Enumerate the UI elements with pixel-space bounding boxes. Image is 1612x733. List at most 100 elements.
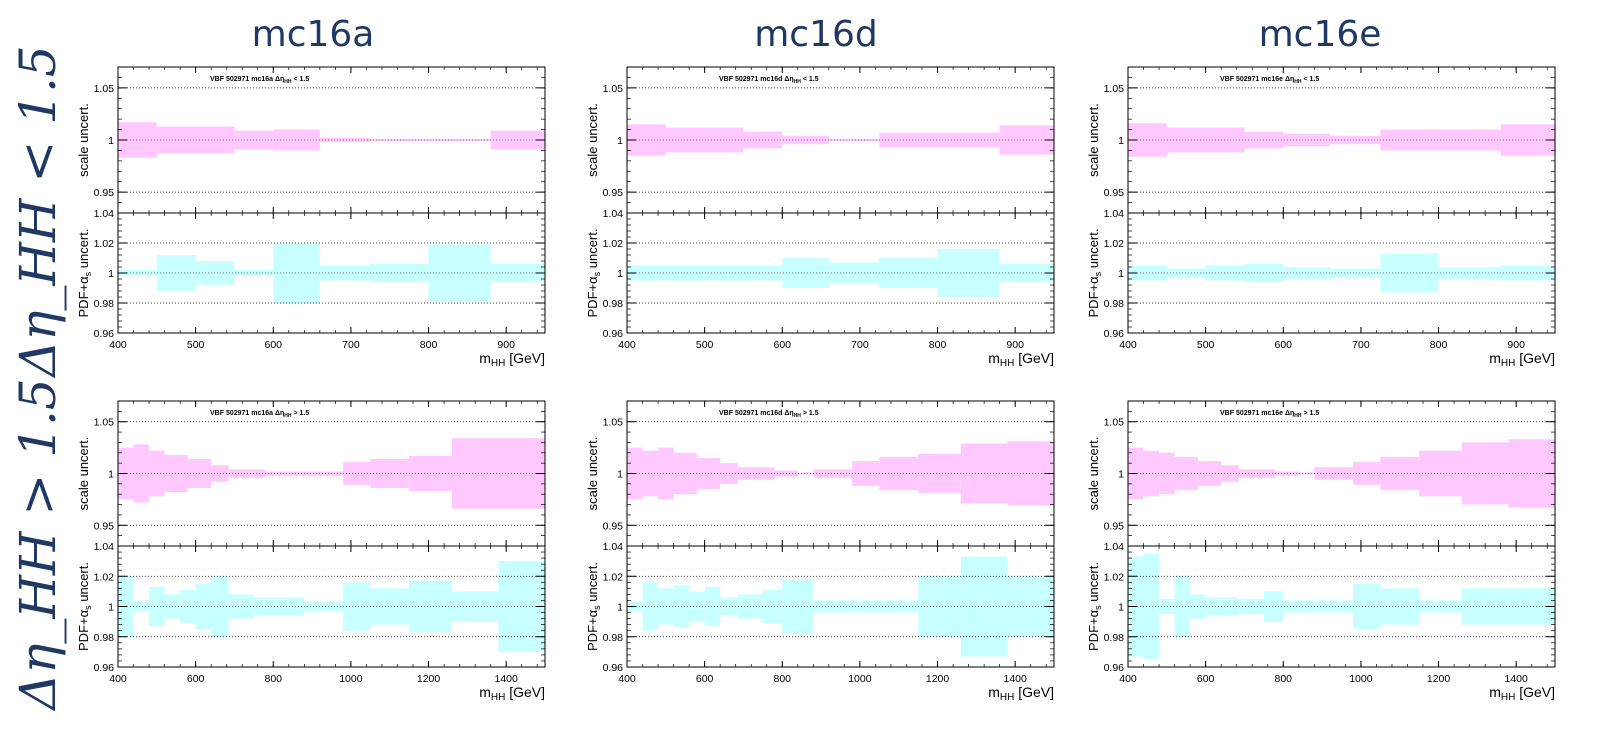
scale-y-axis-label: scale uncert. (1086, 437, 1101, 511)
y-tick-label: 1.04 (94, 541, 115, 553)
pdf-band-bin (1128, 265, 1167, 281)
x-tick-label: 1200 (417, 673, 441, 685)
pdf-band-bin (665, 265, 705, 281)
y-tick-label: 0.98 (603, 298, 624, 310)
y-tick-label: 1 (108, 469, 114, 481)
pdf-band-bin (428, 244, 491, 302)
scale-band-bin (149, 450, 165, 497)
x-tick-label: 500 (187, 339, 205, 351)
pdf-band-bin (782, 579, 814, 634)
pdf-band-bin (1438, 267, 1501, 279)
x-tick-label: 700 (1352, 339, 1370, 351)
scale-band-bin (343, 462, 371, 485)
scale-band-bin (156, 126, 235, 154)
sample-label: VBF 502971 mc16d ΔηHH < 1.5 (719, 76, 819, 85)
pdf-band-bin (762, 589, 783, 624)
scale-y-axis-label: scale uncert. (1086, 103, 1101, 177)
y-tick-label: 1.02 (1104, 238, 1125, 250)
y-tick-label: 0.95 (94, 187, 115, 199)
scale-band-bin (852, 461, 880, 486)
x-tick-label: 600 (774, 339, 792, 351)
pdf-band-bin (370, 264, 429, 282)
scale-band-bin (1159, 452, 1175, 495)
x-tick-label: 700 (851, 339, 869, 351)
sample-label: VBF 502971 mc16a ΔηHH < 1.5 (210, 76, 309, 85)
x-tick-label: 700 (342, 339, 360, 351)
pdf-band-bin (195, 583, 212, 630)
y-tick-label: 0.96 (1104, 662, 1125, 674)
x-tick-label: 600 (1197, 673, 1215, 685)
x-tick-label: 400 (1119, 339, 1137, 351)
pdf-band-bin (1263, 591, 1284, 622)
sample-label: VBF 502971 mc16a ΔηHH > 1.5 (210, 410, 309, 419)
sample-label: VBF 502971 mc16e ΔηHH > 1.5 (1220, 410, 1319, 419)
scale-band-bin (813, 469, 853, 478)
scale-band-bin (273, 129, 320, 151)
column-title-mc16a: mc16a (251, 14, 375, 55)
pdf-band-bin (1166, 268, 1206, 278)
y-tick-label: 1 (108, 135, 114, 147)
pdf-band-bin (1159, 598, 1175, 615)
pdf-band-bin (1283, 267, 1330, 279)
x-tick-label: 800 (1275, 673, 1293, 685)
scale-band-bin (658, 447, 674, 500)
y-tick-label: 1.04 (1104, 208, 1125, 220)
pdf-y-axis-label: PDF+αs uncert. (585, 562, 602, 651)
y-tick-label: 1.02 (603, 571, 624, 583)
x-tick-label: 900 (497, 339, 515, 351)
y-tick-label: 1 (1118, 469, 1124, 481)
pdf-band-bin (133, 601, 150, 612)
pdf-band-bin (1143, 553, 1160, 660)
x-axis-label: mHH [GeV] (988, 350, 1054, 369)
pdf-band-bin (253, 597, 305, 616)
scale-band-bin (1174, 456, 1198, 491)
y-tick-label: 1 (1118, 602, 1124, 614)
y-tick-label: 0.95 (94, 520, 115, 532)
scale-band-bin (319, 137, 371, 143)
x-tick-label: 1400 (1004, 673, 1028, 685)
pdf-band-bin (658, 588, 674, 625)
pdf-band-bin (211, 576, 229, 637)
y-tick-label: 1.05 (1104, 83, 1125, 95)
y-tick-label: 1.05 (603, 417, 624, 429)
x-axis-label: mHH [GeV] (479, 350, 545, 369)
scale-y-axis-label: scale uncert. (76, 103, 91, 177)
x-axis-label: mHH [GeV] (1489, 684, 1555, 703)
pdf-band-bin (720, 597, 738, 616)
x-axis-label: mHH [GeV] (479, 684, 545, 703)
y-tick-label: 1.02 (1104, 571, 1125, 583)
scale-band-bin (211, 465, 229, 482)
y-tick-label: 1.04 (603, 541, 624, 553)
pdf-band-bin (704, 586, 721, 627)
sample-label: VBF 502971 mc16d ΔηHH > 1.5 (719, 410, 819, 419)
y-tick-label: 1.04 (603, 208, 624, 220)
pdf-band-bin (273, 243, 320, 303)
pdf-band-bin (642, 582, 659, 631)
x-tick-label: 600 (696, 673, 714, 685)
y-tick-label: 0.95 (603, 187, 624, 199)
y-tick-label: 0.98 (1104, 632, 1125, 644)
scale-band-bin (1298, 472, 1315, 475)
y-tick-label: 0.95 (1104, 520, 1125, 532)
y-tick-label: 1 (1118, 268, 1124, 280)
pdf-band-bin (1205, 265, 1245, 281)
y-tick-label: 1.04 (1104, 541, 1125, 553)
x-tick-label: 800 (420, 339, 438, 351)
pdf-band-bin (1353, 583, 1381, 630)
x-tick-label: 600 (1275, 339, 1293, 351)
scale-band-bin (265, 471, 305, 476)
y-tick-label: 1.02 (94, 238, 115, 250)
pdf-y-axis-label: PDF+αs uncert. (1086, 229, 1103, 318)
y-tick-label: 1 (617, 135, 623, 147)
